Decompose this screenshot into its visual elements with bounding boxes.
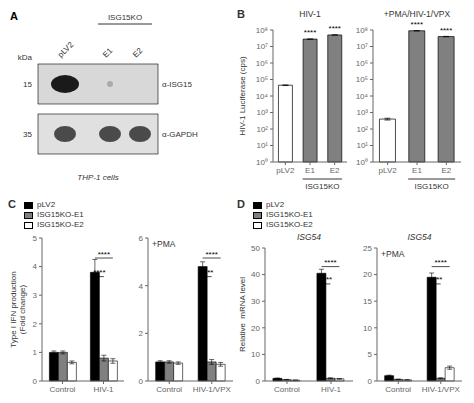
svg-text:HIV-1 Luciferase (cps): HIV-1 Luciferase (cps)	[238, 56, 247, 135]
svg-text:****: ****	[304, 28, 316, 37]
svg-text:10⁰: 10⁰	[356, 158, 368, 167]
svg-text:10⁰: 10⁰	[256, 158, 268, 167]
svg-text:A: A	[10, 10, 18, 22]
svg-text:HIV-1: HIV-1	[93, 385, 114, 394]
svg-text:****: ****	[411, 20, 423, 29]
svg-text:Control: Control	[156, 385, 182, 394]
svg-text:10³: 10³	[356, 108, 368, 117]
html-text:D: D	[237, 198, 245, 210]
svg-text:10⁵: 10⁵	[256, 75, 268, 84]
html-text:ISG15KO-E1: ISG15KO-E1	[37, 210, 84, 219]
svg-text:10⁸: 10⁸	[256, 26, 268, 35]
svg-text:α-ISG15: α-ISG15	[162, 80, 193, 89]
svg-text:****: ****	[205, 250, 217, 259]
svg-text:E1: E1	[101, 46, 115, 60]
svg-text:1: 1	[33, 348, 38, 357]
svg-text:α-GAPDH: α-GAPDH	[162, 130, 198, 139]
svg-text:Control: Control	[274, 385, 300, 394]
svg-text:0: 0	[368, 377, 373, 386]
svg-text:kDa: kDa	[18, 53, 33, 62]
html-text:B: B	[237, 8, 245, 20]
svg-text:pLV2: pLV2	[379, 166, 398, 175]
svg-text:25: 25	[363, 244, 372, 253]
svg-text:E2: E2	[330, 166, 340, 175]
html-text:pLV2: pLV2	[37, 200, 56, 209]
svg-text:30: 30	[251, 297, 260, 306]
svg-text:ISG15KO: ISG15KO	[108, 13, 142, 22]
svg-text:****: ****	[201, 268, 213, 277]
svg-text:10¹: 10¹	[256, 141, 268, 150]
html-text:C: C	[8, 198, 16, 210]
svg-text:ISG15KO: ISG15KO	[305, 182, 339, 191]
svg-text:****: ****	[320, 275, 332, 284]
html-text:pLV2: pLV2	[266, 200, 285, 209]
svg-text:10⁶: 10⁶	[356, 59, 368, 68]
svg-text:E2: E2	[131, 46, 145, 60]
svg-text:10⁵: 10⁵	[356, 75, 368, 84]
svg-text:THP-1 cells: THP-1 cells	[77, 173, 118, 182]
svg-text:E1: E1	[412, 166, 422, 175]
svg-text:Control: Control	[385, 385, 411, 394]
svg-text:10⁷: 10⁷	[256, 42, 268, 51]
svg-text:10⁷: 10⁷	[356, 42, 368, 51]
svg-text:****: ****	[324, 258, 336, 267]
svg-text:****: ****	[329, 24, 341, 33]
svg-text:****: ****	[430, 275, 442, 284]
svg-text:40: 40	[251, 270, 260, 279]
svg-text:HIV-1/VPX: HIV-1/VPX	[193, 385, 232, 394]
svg-text:4: 4	[33, 262, 38, 271]
svg-text:pLV2: pLV2	[56, 40, 76, 60]
svg-text:5: 5	[33, 234, 38, 243]
html-text:+PMA/HIV-1/VPX: +PMA/HIV-1/VPX	[383, 9, 451, 19]
svg-text:pLV2: pLV2	[276, 166, 295, 175]
svg-text:20: 20	[251, 324, 260, 333]
svg-text:20: 20	[363, 270, 372, 279]
svg-text:Control: Control	[50, 385, 76, 394]
svg-text:50: 50	[251, 244, 260, 253]
svg-text:10²: 10²	[356, 125, 368, 134]
html-text:ISG15KO-E1: ISG15KO-E1	[266, 210, 313, 219]
svg-text:10⁴: 10⁴	[356, 92, 369, 101]
html-text:ISG15KO-E2: ISG15KO-E2	[266, 220, 313, 229]
svg-text:5: 5	[368, 350, 373, 359]
svg-text:E1: E1	[305, 166, 315, 175]
svg-text:10⁸: 10⁸	[356, 26, 368, 35]
svg-text:10⁶: 10⁶	[256, 59, 268, 68]
svg-text:3: 3	[33, 291, 38, 300]
svg-text:HIV-1/VPX: HIV-1/VPX	[422, 385, 461, 394]
html-text:ISG54: ISG54	[407, 232, 432, 242]
svg-text:E2: E2	[441, 166, 451, 175]
svg-text:2: 2	[139, 329, 144, 338]
svg-text:****: ****	[98, 250, 110, 259]
svg-text:2: 2	[33, 320, 38, 329]
html-text:+PMA: +PMA	[381, 249, 405, 259]
svg-text:10: 10	[363, 324, 372, 333]
svg-text:35: 35	[23, 130, 32, 139]
svg-text:Relative mRNA level: Relative mRNA level	[238, 277, 247, 352]
svg-text:15: 15	[23, 80, 32, 89]
svg-text:4: 4	[139, 282, 144, 291]
svg-text:****: ****	[434, 258, 446, 267]
svg-text:HIV-1: HIV-1	[321, 385, 342, 394]
svg-text:10: 10	[251, 350, 260, 359]
svg-text:0: 0	[33, 377, 38, 386]
svg-text:15: 15	[363, 297, 372, 306]
svg-text:****: ****	[440, 26, 452, 35]
svg-text:10⁴: 10⁴	[256, 92, 269, 101]
svg-text:****: ****	[93, 268, 105, 277]
svg-text:0: 0	[256, 377, 261, 386]
html-text:ISG15KO-E2: ISG15KO-E2	[37, 220, 84, 229]
svg-text:Type I IFN production(Fold cha: Type I IFN production(Fold change)	[9, 271, 27, 347]
svg-text:10³: 10³	[256, 108, 268, 117]
svg-text:0: 0	[139, 377, 144, 386]
svg-text:ISG15KO: ISG15KO	[415, 182, 449, 191]
html-text:HIV-1: HIV-1	[299, 9, 321, 19]
svg-text:10¹: 10¹	[356, 141, 368, 150]
html-text:+PMA: +PMA	[152, 239, 176, 249]
svg-text:6: 6	[139, 234, 144, 243]
html-text:ISG54: ISG54	[296, 232, 321, 242]
svg-text:10²: 10²	[256, 125, 268, 134]
